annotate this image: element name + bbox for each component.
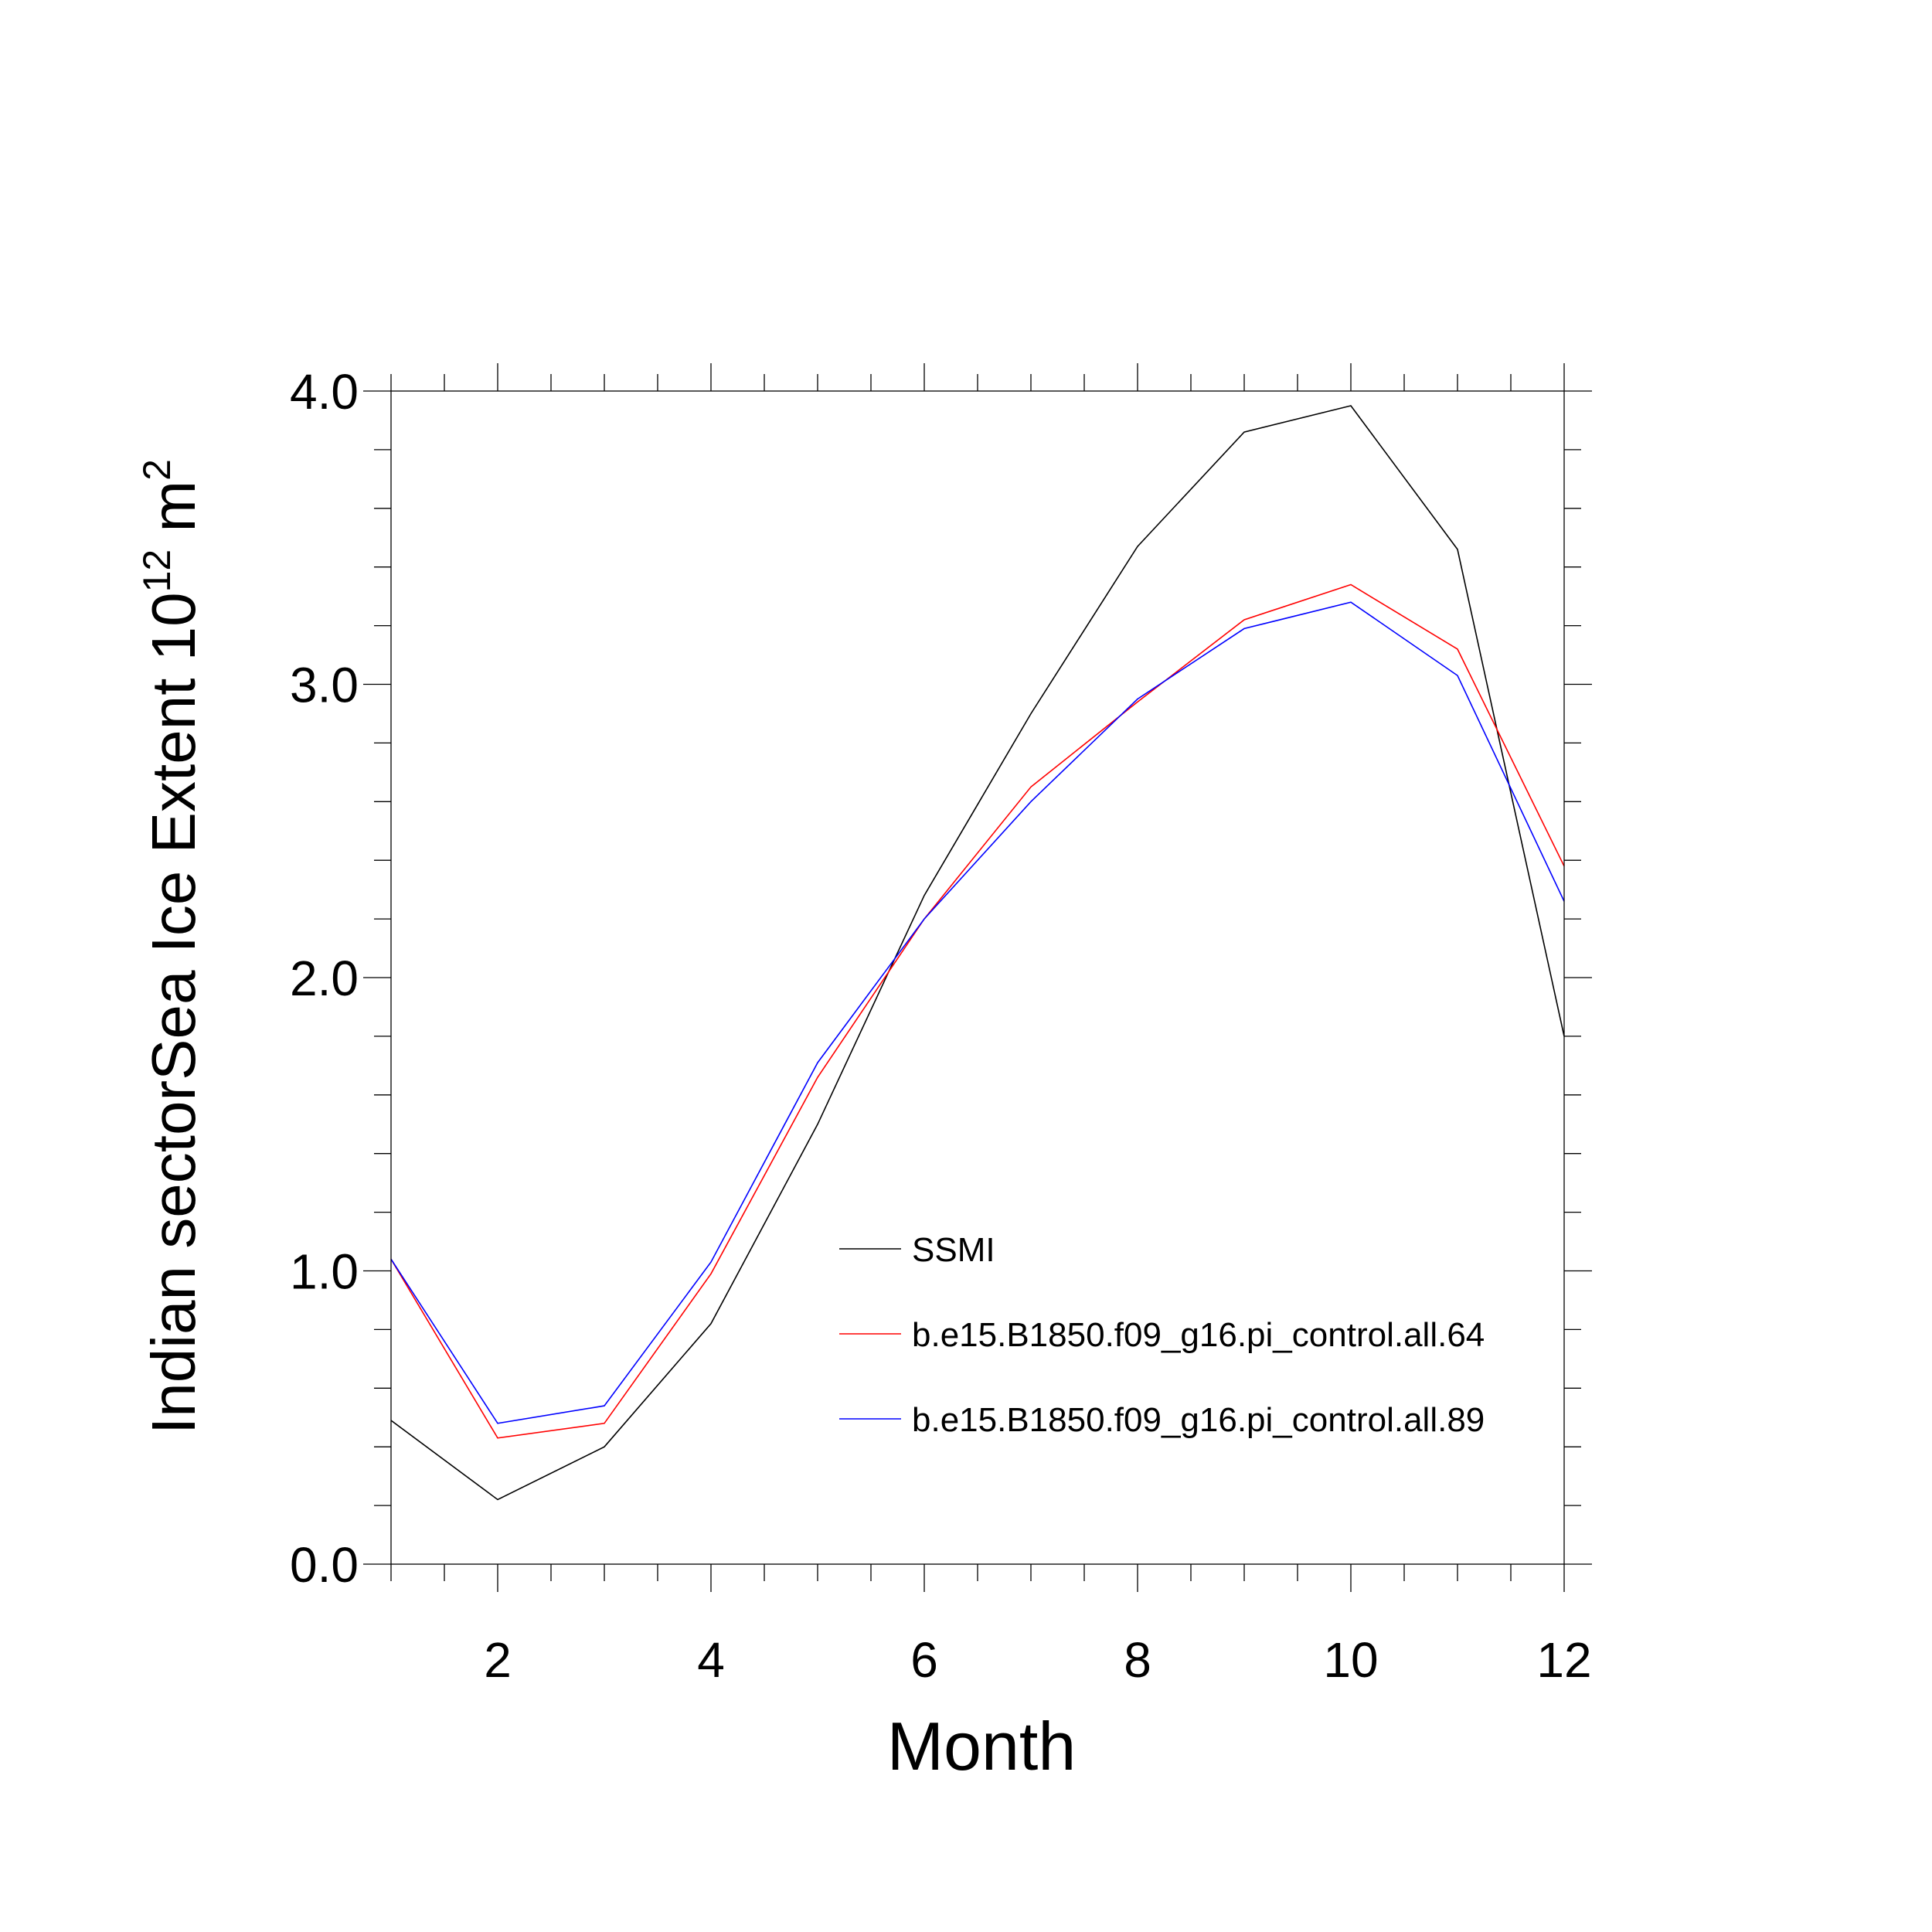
y-tick-label: 4.0 [290,364,359,420]
x-tick-label: 4 [697,1632,725,1688]
y-axis-title-unit: m [139,481,208,549]
x-axis-title: Month [887,1708,1077,1784]
x-tick-label: 8 [1124,1632,1151,1688]
y-tick-label: 0.0 [290,1537,359,1593]
series-line-2 [390,583,1565,1439]
legend-label-2: b.e15.B1850.f09_g16.pi_control.all.64 [912,1316,1485,1354]
ticks-layer [363,363,1592,1592]
labels-layer: 2 4 6 8 10 12 0.0 1.0 2.0 3.0 4.0 [290,364,1592,1688]
y-tick-label: 2.0 [290,951,359,1006]
legend-label-1: SSMI [912,1231,995,1269]
y-tick-label: 1.0 [290,1244,359,1300]
series-layer [390,405,1565,1501]
x-tick-label: 10 [1323,1632,1378,1688]
x-tick-label: 6 [910,1632,938,1688]
y-tick-label: 3.0 [290,658,359,713]
y-axis-title: Indian sectorSea Ice Extent 1012 m2 [135,459,208,1434]
x-tick-label: 12 [1536,1632,1591,1688]
series-line-1 [390,405,1565,1501]
legend: SSMI b.e15.B1850.f09_g16.pi_control.all.6… [839,1231,1485,1439]
x-tick-label: 2 [484,1632,512,1688]
plot-frame [390,390,1565,1565]
y-axis-title-prefix: Indian sectorSea Ice Extent 10 [139,592,208,1434]
legend-label-3: b.e15.B1850.f09_g16.pi_control.all.89 [912,1401,1485,1439]
y-axis-title-exponent: 12 [135,549,179,593]
series-line-3 [390,601,1565,1424]
y-axis-title-unit-exponent: 2 [135,459,179,481]
